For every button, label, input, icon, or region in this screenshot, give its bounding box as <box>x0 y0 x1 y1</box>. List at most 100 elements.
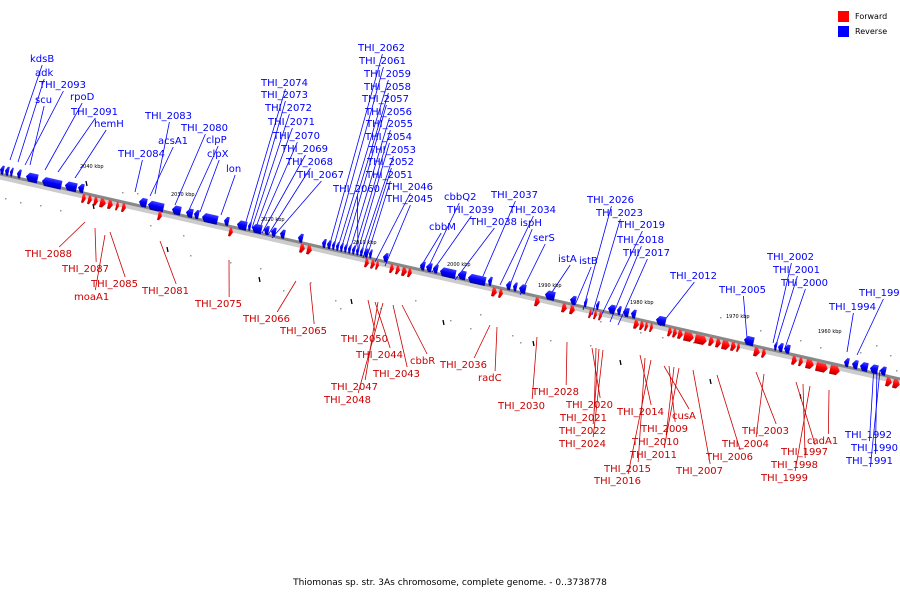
gene-label-thi-2081: THI_2081 <box>141 286 189 297</box>
leader-thi-2087 <box>94 227 97 263</box>
forward-gene-30 <box>667 327 672 337</box>
reverse-gene-33 <box>369 249 373 259</box>
marker-dot-34 <box>876 345 878 347</box>
forward-gene-20 <box>534 297 540 307</box>
gene-label-thi-1997: THI_1997 <box>780 447 828 458</box>
marker-dot-13 <box>335 300 337 302</box>
reverse-gene-37 <box>433 264 439 274</box>
forward-gene-44 <box>805 359 814 369</box>
gene-label-thi-2065: THI_2065 <box>279 326 327 337</box>
gene-label-cada1: cadA1 <box>807 436 838 447</box>
reverse-gene-3 <box>17 169 22 179</box>
leader-thi-2034 <box>499 215 534 286</box>
leader-thi-2002 <box>772 262 792 344</box>
axis-tick-label-1990-kbp: 1990 kbp <box>538 283 562 289</box>
gene-label-thi-2074: THI_2074 <box>260 78 308 89</box>
gene-label-thi-2062: THI_2062 <box>357 43 405 54</box>
gene-label-thi-2054: THI_2054 <box>364 132 412 143</box>
marker-dot-27 <box>693 342 695 344</box>
reverse-gene-21 <box>298 233 304 243</box>
leader-thi-2043 <box>392 304 408 368</box>
marker-dot-16 <box>415 300 417 302</box>
marker-dot-26 <box>662 337 664 339</box>
leader-thi-2073 <box>249 100 286 227</box>
gene-label-thi-2018: THI_2018 <box>616 235 664 246</box>
dark-tick-0 <box>85 180 88 187</box>
marker-dot-0 <box>5 198 7 200</box>
forward-gene-14 <box>389 263 394 274</box>
reverse-gene-18 <box>264 225 270 236</box>
forward-gene-27 <box>639 320 644 331</box>
gene-label-thi-2058: THI_2058 <box>363 82 411 93</box>
leader-thi-2093 <box>24 90 64 166</box>
reverse-gene-56 <box>778 342 784 353</box>
gene-label-thi-2039: THI_2039 <box>446 205 494 216</box>
axis-tick-label-2040-kbp: 2040 kbp <box>80 164 104 170</box>
marker-dot-15 <box>380 308 382 310</box>
dark-tick-5 <box>442 319 445 326</box>
legend-label-forward: Forward <box>855 12 888 21</box>
leader-thi-2057 <box>345 104 387 249</box>
gene-label-thi-2050: THI_2050 <box>340 334 388 345</box>
forward-gene-41 <box>761 348 766 358</box>
gene-label-thi-2030: THI_2030 <box>497 401 545 412</box>
gene-label-thi-2006: THI_2006 <box>705 452 753 463</box>
forward-gene-22 <box>569 305 575 315</box>
gene-label-thi-2067: THI_2067 <box>296 170 344 181</box>
gene-label-thi-2045: THI_2045 <box>385 194 433 205</box>
marker-dot-19 <box>480 314 482 316</box>
gene-label-adk: adk <box>35 68 53 79</box>
marker-dot-9 <box>230 262 232 264</box>
leader-thi-2048 <box>357 302 384 394</box>
leader-thi-2016 <box>627 359 652 475</box>
reverse-gene-34 <box>383 252 389 263</box>
forward-gene-24 <box>593 310 597 320</box>
leader-kdsb <box>9 64 43 161</box>
reverse-gene-53 <box>656 315 667 327</box>
leader-thi-1999 <box>794 385 811 472</box>
reverse-gene-14 <box>224 216 230 227</box>
leader-cusa <box>663 365 690 410</box>
gene-label-thi-2085: THI_2085 <box>90 279 138 290</box>
leader-thi-2046 <box>374 192 411 263</box>
forward-gene-47 <box>885 377 892 387</box>
forward-gene-5 <box>115 201 119 211</box>
axis-tick-label-1970-kbp: 1970 kbp <box>726 314 750 320</box>
axis-ticks <box>5 180 898 400</box>
gene-label-cusa: cusA <box>672 411 696 422</box>
leader-thi-2019 <box>599 230 643 319</box>
legend-item-reverse: Reverse <box>838 24 887 39</box>
gene-label-thi-2038: THI_2038 <box>469 217 517 228</box>
genome-backbone-shadow <box>0 174 900 385</box>
leader-thi-2026 <box>582 205 612 311</box>
marker-dot-20 <box>512 335 514 337</box>
gene-label-thi-2087: THI_2087 <box>61 264 109 275</box>
forward-gene-6 <box>121 202 126 213</box>
gene-label-thi-2091: THI_2091 <box>70 107 118 118</box>
reverse-gene-28 <box>348 244 352 254</box>
leader-thi-2085 <box>109 231 126 278</box>
marker-dot-5 <box>137 193 139 195</box>
forward-gene-10 <box>306 245 312 255</box>
reverse-gene-52 <box>631 309 637 319</box>
marker-dot-6 <box>150 225 152 227</box>
dark-tick-4 <box>350 298 353 305</box>
leader-thi-2061 <box>334 66 384 243</box>
gene-label-thi-2056: THI_2056 <box>364 107 412 118</box>
reverse-gene-44 <box>519 284 527 294</box>
gene-label-cbbq2: cbbQ2 <box>444 192 476 203</box>
forward-gene-7 <box>157 211 162 221</box>
leader-thi-2000 <box>784 288 806 349</box>
gene-label-lon: lon <box>226 164 241 175</box>
leader-thi-2021 <box>593 347 597 412</box>
forward-gene-26 <box>633 319 639 329</box>
forward-gene-38 <box>730 341 736 352</box>
legend-item-forward: Forward <box>838 9 887 24</box>
gene-label-thi-2007: THI_2007 <box>675 466 723 477</box>
leader-thi-2010 <box>665 366 675 436</box>
marker-dot-10 <box>260 268 262 270</box>
gene-label-thi-2093: THI_2093 <box>38 80 86 91</box>
leader-thi-2051 <box>365 180 391 261</box>
reverse-gene-6 <box>65 181 78 193</box>
